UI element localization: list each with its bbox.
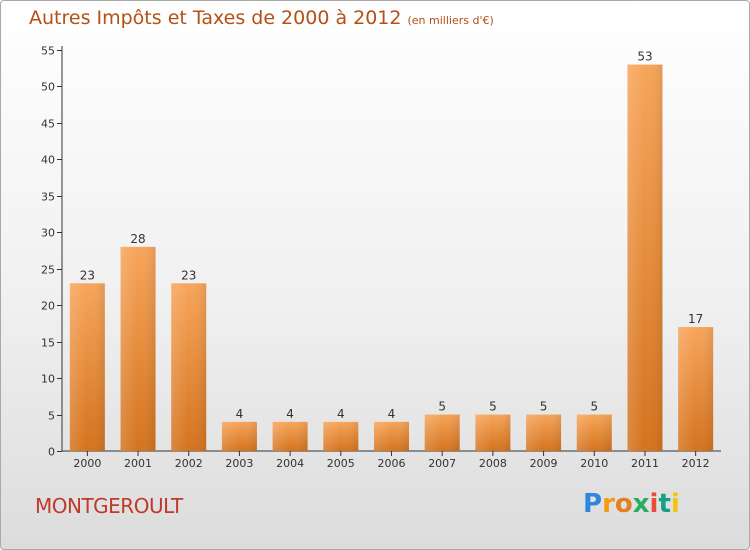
y-tick-label: 55 (41, 45, 55, 58)
logo-letter: r (602, 489, 615, 519)
proxiti-logo: Proxiti (583, 489, 680, 519)
bar-shine (424, 414, 460, 451)
data-label: 4 (337, 407, 345, 421)
y-tick-label: 35 (41, 191, 55, 204)
x-tick-label: 2003 (225, 457, 253, 470)
data-label: 5 (438, 400, 446, 414)
y-tick-label: 0 (48, 446, 55, 459)
x-tick-label: 2011 (631, 457, 659, 470)
data-label: 5 (590, 400, 598, 414)
data-labels: 23 28 23 4 4 4 4 5 5 5 5 53 17 (80, 50, 704, 421)
logo-letter: x (632, 489, 650, 519)
bar-shine (272, 421, 308, 451)
x-tick-label: 2006 (378, 457, 406, 470)
logo-letter: P (583, 489, 603, 519)
y-tick-label: 10 (41, 373, 55, 386)
x-tick-label: 2004 (276, 457, 304, 470)
y-tick-label: 15 (41, 337, 55, 350)
logo-letter: o (614, 489, 633, 519)
bar-shine (576, 414, 612, 451)
y-tick-label: 20 (41, 300, 55, 313)
logo-letter: i (670, 489, 680, 519)
commune-name: MONTGEROULT (35, 494, 183, 518)
x-tick-label: 2010 (580, 457, 608, 470)
data-label: 23 (80, 268, 95, 282)
logo-letter: t (658, 489, 671, 519)
data-label: 5 (489, 400, 497, 414)
x-tick-label: 2007 (428, 457, 456, 470)
bar-shine (171, 283, 207, 451)
x-tick-label: 2001 (124, 457, 152, 470)
bar-shine (678, 327, 714, 451)
chart-title: Autres Impôts et Taxes de 2000 à 2012 (29, 7, 402, 29)
data-label: 23 (181, 268, 196, 282)
data-label: 5 (540, 400, 548, 414)
chart-subtitle: (en milliers d'€) (407, 14, 494, 27)
bar-shine (627, 64, 663, 451)
bars (69, 64, 714, 451)
data-label: 4 (388, 407, 396, 421)
x-tick-label: 2005 (327, 457, 355, 470)
data-label: 4 (286, 407, 294, 421)
x-tick-label: 2008 (479, 457, 507, 470)
y-tick-label: 5 (48, 410, 55, 423)
x-tick-label: 2009 (530, 457, 558, 470)
bar-shine (120, 246, 156, 451)
y-tick-label: 50 (41, 81, 55, 94)
chart-title-block: Autres Impôts et Taxes de 2000 à 2012 (en… (29, 7, 494, 29)
data-label: 28 (130, 232, 145, 246)
bar-shine (221, 421, 257, 451)
data-label: 4 (236, 407, 244, 421)
y-tick-label: 30 (41, 227, 55, 240)
data-label: 17 (688, 312, 703, 326)
y-tick-label: 40 (41, 154, 55, 167)
bar-shine (475, 414, 511, 451)
data-label: 53 (637, 50, 652, 64)
bar-shine (323, 421, 359, 451)
x-tick-label: 2012 (682, 457, 710, 470)
logo-letter: i (649, 489, 659, 519)
bar-shine (526, 414, 562, 451)
y-tick-label: 45 (41, 118, 55, 131)
bar-shine (374, 421, 409, 451)
bar-shine (69, 283, 105, 451)
x-tick-label: 2002 (175, 457, 203, 470)
y-tick-label: 25 (41, 264, 55, 277)
x-tick-label: 2000 (73, 457, 101, 470)
